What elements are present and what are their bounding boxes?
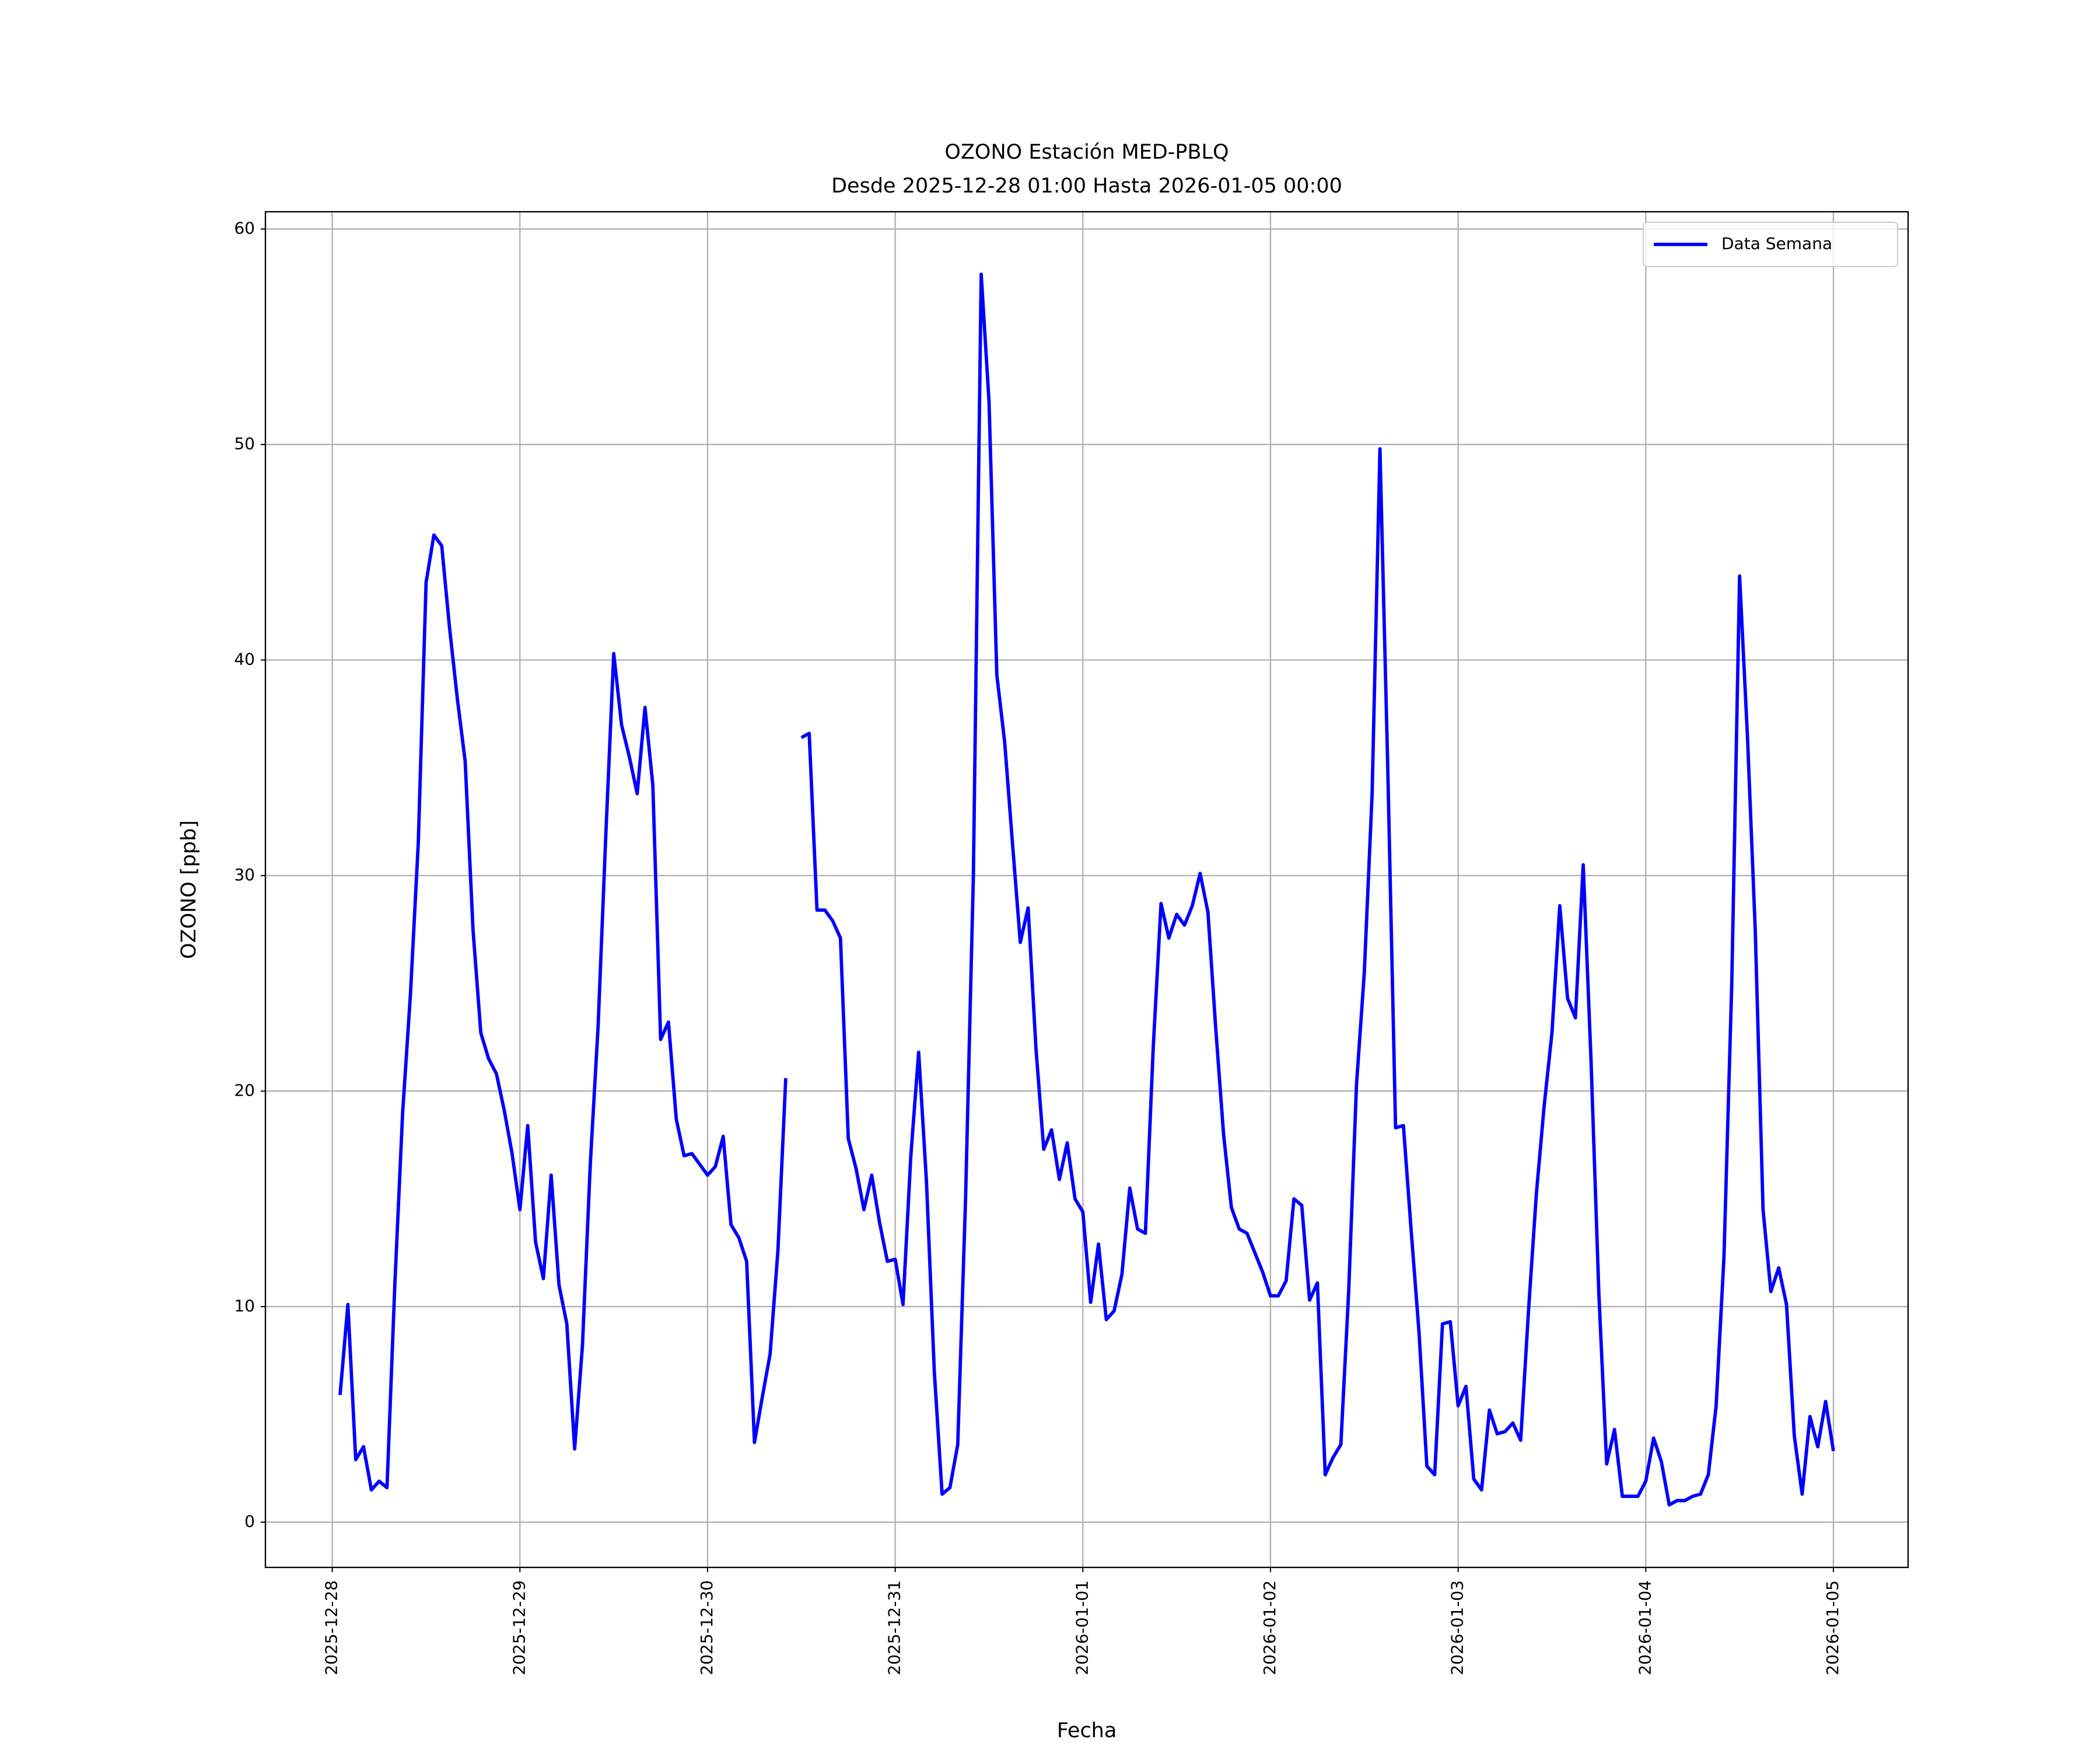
data-line xyxy=(338,272,1835,1507)
chart-title: OZONO Estación MED-PBLQ xyxy=(944,141,1228,164)
chart-subtitle: Desde 2025-12-28 01:00 Hasta 2026-01-05 … xyxy=(831,174,1342,198)
plot-frame xyxy=(264,211,1909,1569)
x-tick-label: 2026-01-04 xyxy=(1635,1580,1654,1675)
y-tick-label: 30 xyxy=(234,865,255,884)
legend-label: Data Semana xyxy=(1721,234,1832,253)
y-tick-label: 10 xyxy=(234,1296,255,1315)
y-axis-label: OZONO [ppb] xyxy=(177,820,201,959)
x-tick-label: 2025-12-30 xyxy=(697,1580,716,1675)
x-tick-label: 2025-12-28 xyxy=(322,1580,341,1675)
x-tick-label: 2026-01-02 xyxy=(1260,1580,1279,1675)
y-tick-label: 0 xyxy=(244,1511,255,1531)
x-tick-label: 2025-12-31 xyxy=(885,1580,904,1675)
x-tick-label: 2026-01-03 xyxy=(1448,1580,1467,1675)
x-tick-label: 2025-12-29 xyxy=(509,1580,528,1675)
y-tick-label: 20 xyxy=(234,1080,255,1100)
y-tick-label: 60 xyxy=(234,219,255,238)
y-tick-label: 40 xyxy=(234,650,255,669)
legend-box xyxy=(1643,222,1898,267)
y-tick-label: 50 xyxy=(234,434,255,453)
x-axis-label: Fecha xyxy=(1057,1719,1117,1742)
x-tick-label: 2026-01-05 xyxy=(1823,1580,1842,1675)
x-tick-label: 2026-01-01 xyxy=(1072,1580,1091,1675)
